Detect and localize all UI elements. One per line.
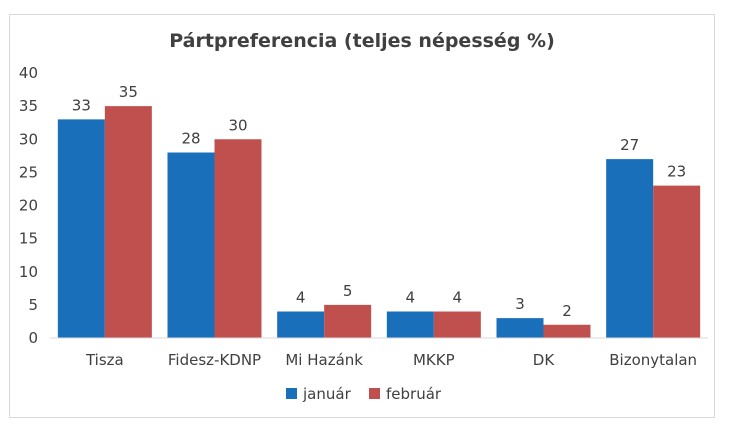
bar-mi-haz-nk-0 — [277, 311, 325, 338]
legend-swatch — [369, 388, 380, 399]
x-category-label: DK — [533, 351, 556, 369]
legend-swatch — [286, 388, 297, 399]
data-label: 2 — [562, 302, 572, 320]
data-label: 23 — [667, 163, 686, 181]
bar-bizonytalan-1 — [653, 185, 701, 338]
y-tick-label: 25 — [19, 163, 38, 181]
y-tick-label: 10 — [19, 263, 38, 281]
y-tick-label: 30 — [19, 130, 38, 148]
bar-bizonytalan-0 — [606, 159, 654, 338]
data-label: 35 — [119, 83, 138, 101]
y-tick-label: 5 — [28, 296, 38, 314]
x-category-label: Bizonytalan — [609, 351, 697, 369]
y-tick-label: 0 — [28, 329, 38, 347]
y-tick-label: 35 — [19, 97, 38, 115]
legend-label: február — [386, 385, 442, 403]
data-label: 30 — [228, 116, 247, 134]
data-label: 4 — [453, 289, 463, 307]
data-label: 28 — [181, 130, 200, 148]
x-category-label: MKKP — [413, 351, 455, 369]
data-label: 3 — [515, 295, 525, 313]
bars — [57, 106, 701, 338]
bar-mkkp-0 — [386, 311, 434, 338]
legend-label: január — [302, 385, 352, 403]
y-tick-label: 20 — [19, 197, 38, 215]
data-label: 33 — [72, 96, 91, 114]
y-tick-label: 40 — [19, 64, 38, 82]
bar-tisza-0 — [57, 119, 105, 338]
y-tick-label: 15 — [19, 230, 38, 248]
bar-dk-0 — [496, 318, 544, 338]
legend: január február — [286, 385, 442, 403]
y-axis: 0 5 10 15 20 25 30 35 40 — [19, 64, 38, 347]
x-axis: Tisza Fidesz-KDNP Mi Hazánk MKKP DK Bizonytal… — [85, 351, 697, 369]
data-label: 4 — [406, 289, 416, 307]
data-labels: 33 35 28 30 4 5 4 4 3 2 27 23 — [72, 83, 686, 320]
bar-fidesz-kdnp-0 — [167, 152, 215, 338]
x-category-label: Mi Hazánk — [285, 351, 363, 369]
chart-title: Pártpreferencia (teljes népesség %) — [169, 30, 555, 52]
bar-tisza-1 — [104, 106, 152, 338]
bar-mkkp-1 — [433, 311, 481, 338]
data-label: 4 — [296, 289, 306, 307]
data-label: 27 — [620, 136, 639, 154]
data-label: 5 — [343, 282, 353, 300]
bar-dk-1 — [543, 324, 591, 338]
x-category-label: Tisza — [85, 351, 124, 369]
x-category-label: Fidesz-KDNP — [168, 351, 261, 369]
bar-mi-haz-nk-1 — [324, 304, 372, 338]
bar-fidesz-kdnp-1 — [214, 139, 262, 338]
